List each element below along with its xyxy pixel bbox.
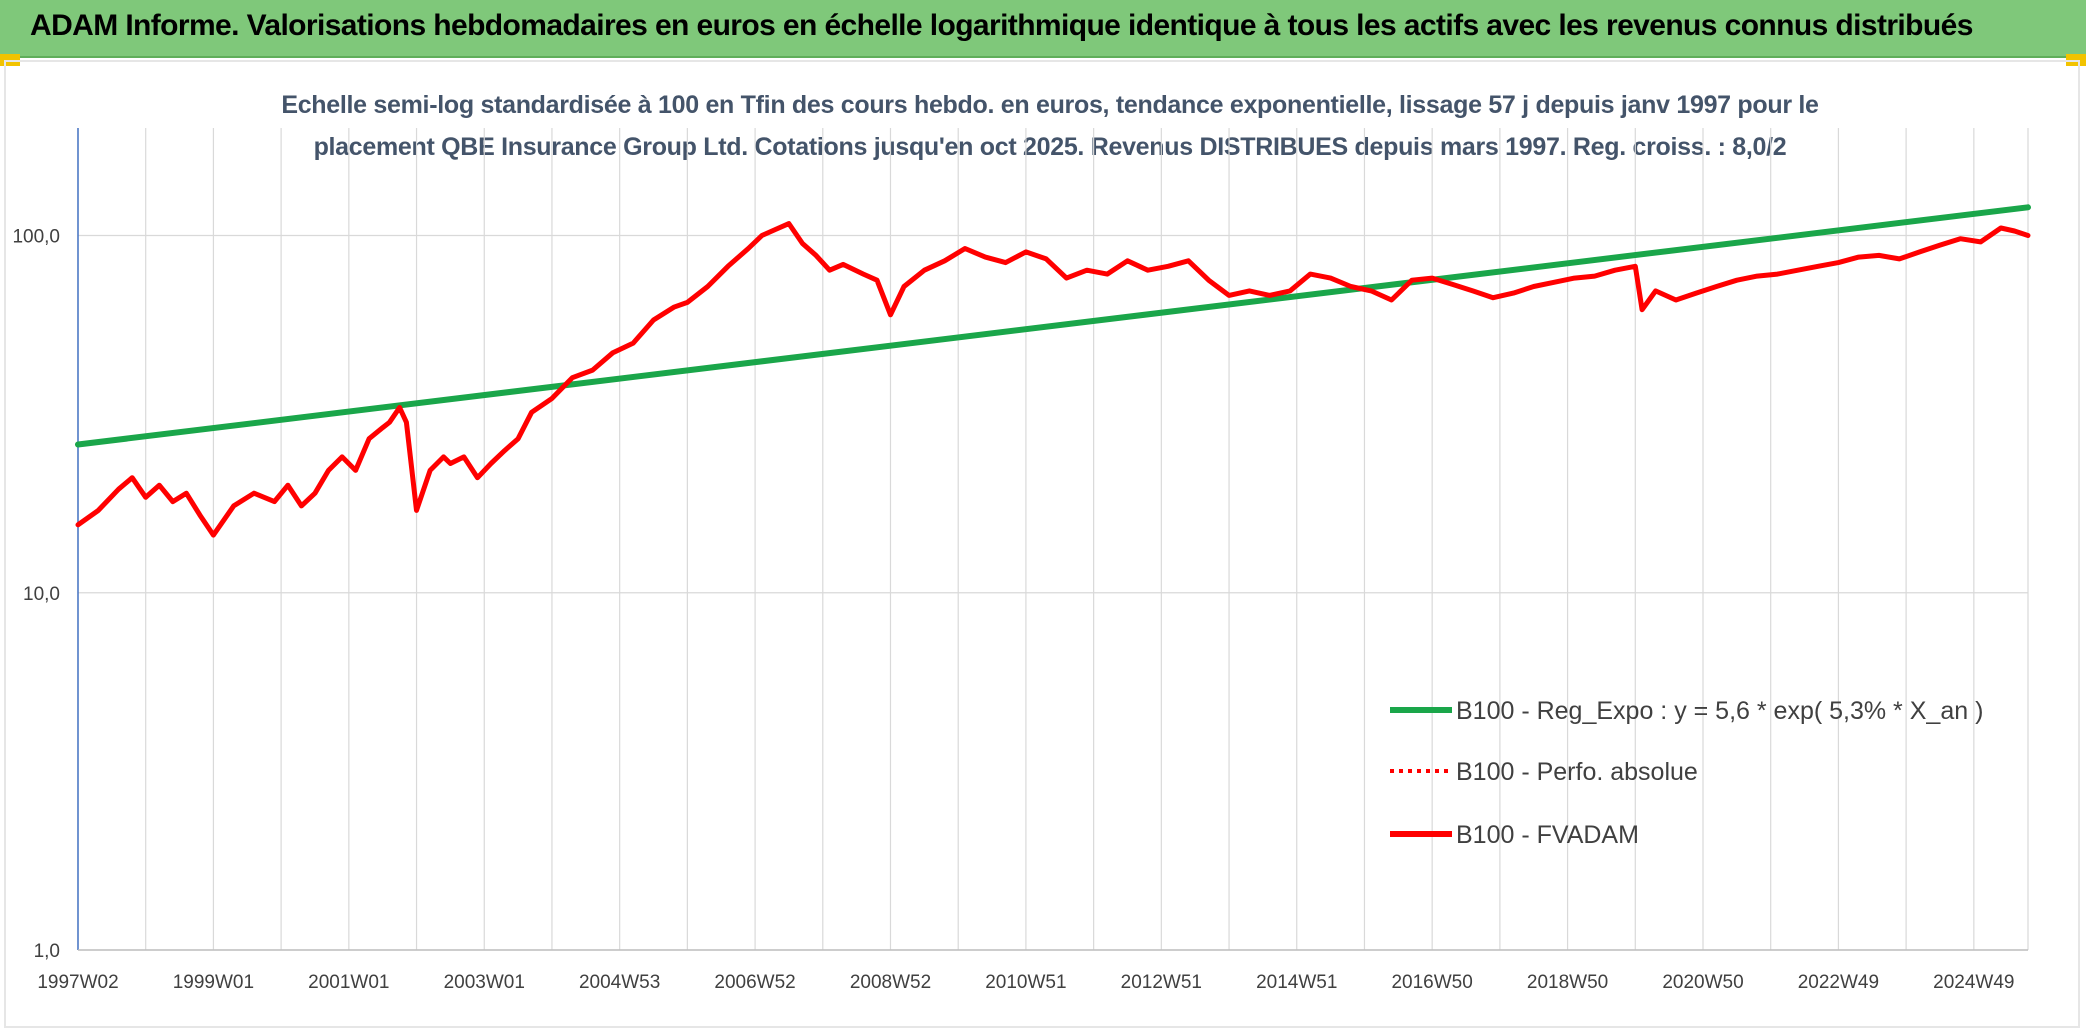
header-title: ADAM Informe. Valorisations hebdomadaire…	[30, 9, 1973, 42]
x-tick-label: 2001W01	[308, 972, 389, 993]
chart-title-line-2: placement QBE Insurance Group Ltd. Cotat…	[313, 133, 1787, 161]
regression-line	[75, 204, 2031, 448]
x-tick-label: 2008W52	[850, 972, 931, 993]
x-tick-label: 2004W53	[579, 972, 660, 993]
legend-label: B100 - Perfo. absolue	[1456, 758, 1698, 786]
chart-frame	[4, 60, 2080, 1028]
x-tick-label: 2024W49	[1933, 972, 2014, 993]
x-tick-label: 2010W51	[985, 972, 1066, 993]
x-tick-label: 2012W51	[1121, 972, 1202, 993]
x-tick-label: 2016W50	[1391, 972, 1472, 993]
y-tick-label: 1,0	[34, 941, 60, 962]
legend-label: B100 - Reg_Expo : y = 5,6 * exp( 5,3% * …	[1456, 697, 1983, 725]
x-tick-label: 1999W01	[173, 972, 254, 993]
chart-title-line-1: Echelle semi-log standardisée à 100 en T…	[281, 91, 1819, 119]
legend-label: B100 - FVADAM	[1456, 821, 1639, 849]
x-tick-label: 2014W51	[1256, 972, 1337, 993]
x-tick-label: 2020W50	[1662, 972, 1743, 993]
fvadam-line	[75, 221, 2031, 538]
chart-title: Echelle semi-log standardisée à 100 en T…	[240, 84, 1860, 168]
x-tick-label: 2018W50	[1527, 972, 1608, 993]
x-tick-label: 2003W01	[444, 972, 525, 993]
y-tick-label: 10,0	[23, 584, 60, 605]
x-tick-label: 1997W02	[37, 972, 118, 993]
y-tick-label: 100,0	[12, 227, 60, 248]
header-bar: ADAM Informe. Valorisations hebdomadaire…	[0, 0, 2086, 58]
x-tick-label: 2006W52	[714, 972, 795, 993]
x-tick-label: 2022W49	[1798, 972, 1879, 993]
